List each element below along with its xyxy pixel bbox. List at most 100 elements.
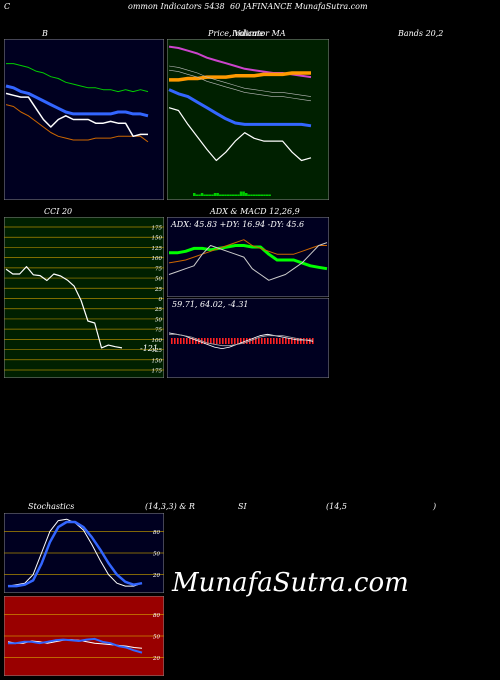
stoch-level-label: 80 — [153, 530, 160, 536]
macd-histogram-bar — [183, 338, 185, 344]
stoch-panel: 80 50 20 — [4, 513, 164, 593]
bands-label-b: Bands 20,2 — [398, 29, 444, 38]
macd-histogram-bar — [189, 338, 191, 344]
cci-level-label: 25 — [154, 287, 162, 293]
price-ma-grey-line-1 — [168, 65, 312, 97]
rsi-params-label: (14,5 — [326, 502, 347, 511]
volume-bar — [252, 194, 256, 196]
bands-middle-line — [5, 84, 149, 118]
volume-bar — [219, 194, 222, 196]
macd-histogram-bar — [180, 338, 182, 344]
macd-histogram-bar — [282, 338, 284, 344]
rsi-level-label: 80 — [153, 613, 160, 619]
volume-bar — [255, 194, 258, 196]
macd-histogram-bar — [222, 338, 224, 344]
volume-bar — [258, 194, 261, 196]
volume-bar — [203, 194, 206, 196]
cci-level-label: 50 — [155, 317, 162, 323]
adx-adx-line — [169, 244, 328, 271]
cci-background — [4, 217, 164, 378]
cci-label: CCI 20 — [44, 207, 73, 216]
macd-histogram-bar — [300, 338, 302, 344]
adx-panel — [167, 217, 329, 297]
bands-label-a: B — [42, 29, 48, 38]
macd-histogram-bar — [192, 338, 194, 344]
macd-histogram-bar — [186, 338, 188, 344]
cci-level-label: 50 — [155, 277, 162, 283]
volume-bar — [208, 194, 212, 196]
macd-histogram-bar — [267, 338, 269, 344]
macd-histogram-bar — [219, 338, 221, 344]
rsi-panel: 80 50 20 — [4, 596, 164, 676]
volume-bar — [232, 194, 235, 196]
macd-histogram-bar — [216, 338, 218, 344]
adx-values: ADX: 45.83 +DY: 16.94 -DY: 45.6 — [171, 220, 305, 229]
cci-level-label: 175 — [152, 226, 163, 232]
macd-histogram-bar — [291, 338, 293, 344]
volume-bar — [234, 194, 238, 196]
volume-bar — [224, 194, 227, 196]
indicator-ma-label: Indicator MA — [232, 29, 286, 38]
macd-histogram-bar — [297, 338, 299, 344]
price-ma-long-line — [168, 88, 312, 128]
volume-bar — [206, 194, 209, 196]
macd-histogram-bar — [270, 338, 272, 344]
macd-histogram-bar — [303, 338, 305, 344]
volume-bar — [195, 194, 199, 196]
volume-bar — [239, 191, 243, 196]
adx-chart — [167, 217, 329, 297]
macd-histogram-bar — [177, 338, 179, 344]
volume-bar — [226, 194, 230, 196]
volume-bar — [200, 193, 204, 196]
cci-level-label: 175 — [152, 369, 163, 375]
price-background — [167, 39, 329, 200]
volume-bar — [268, 194, 271, 196]
volume-bar — [237, 194, 240, 196]
macd-background — [167, 298, 329, 378]
macd-histogram-bar — [204, 338, 206, 344]
macd-histogram-bar — [294, 338, 296, 344]
volume-bar — [245, 193, 248, 196]
volume-bar — [247, 194, 251, 196]
macd-histogram-bar — [261, 338, 263, 344]
macd-values: 59.71, 64.02, -4.31 — [172, 300, 249, 309]
price-volume-panel — [167, 39, 329, 200]
macd-histogram-bar — [255, 338, 257, 344]
macd-histogram-bar — [234, 338, 236, 344]
bollinger-panel — [4, 39, 164, 200]
price-ma-grey-line-2 — [168, 69, 312, 102]
macd-histogram-bar — [174, 338, 176, 344]
macd-histogram-bar — [231, 338, 233, 344]
cci-panel: 175 150 125 100 75 50 25 0 25 50 75 100 125 150 175 -12… — [4, 217, 164, 378]
macd-histogram-bar — [264, 338, 266, 344]
stoch-d-line — [8, 520, 143, 588]
cci-level-label: 100 — [152, 256, 163, 262]
stoch-params-label: (14,3,3) & R — [145, 502, 195, 511]
bands-lower-line — [5, 104, 149, 143]
cci-level-label: 125 — [152, 246, 163, 252]
macd-signal-line — [169, 333, 313, 347]
rsi-mrsi-line — [8, 637, 143, 654]
cci-chart: 175 150 125 100 75 50 25 0 25 50 75 100 125 150 175 -12… — [4, 217, 164, 378]
volume-bar — [265, 194, 269, 196]
price-price-line — [168, 107, 312, 162]
volume-bar — [213, 193, 217, 196]
macd-histogram-bar — [225, 338, 227, 344]
macd-histogram-bar — [285, 338, 287, 344]
volume-bar — [211, 194, 214, 196]
rsi-label: SI — [238, 502, 247, 511]
price-volume-chart — [167, 39, 329, 200]
macd-histogram-bar — [240, 338, 242, 344]
macd-histogram-bar — [279, 338, 281, 344]
price-ma-mid-line — [169, 71, 311, 82]
volume-bar — [221, 194, 225, 196]
macd-histogram-bar — [276, 338, 278, 344]
adx-minusdi-line — [168, 242, 328, 281]
header-title-mid: ommon Indicators 5438 — [128, 2, 225, 11]
bands-price-line — [5, 92, 148, 138]
cci-level-label: 100 — [152, 338, 163, 344]
macd-histogram-bar — [171, 338, 173, 344]
header-left: C — [4, 2, 11, 11]
volume-bar — [229, 194, 232, 196]
